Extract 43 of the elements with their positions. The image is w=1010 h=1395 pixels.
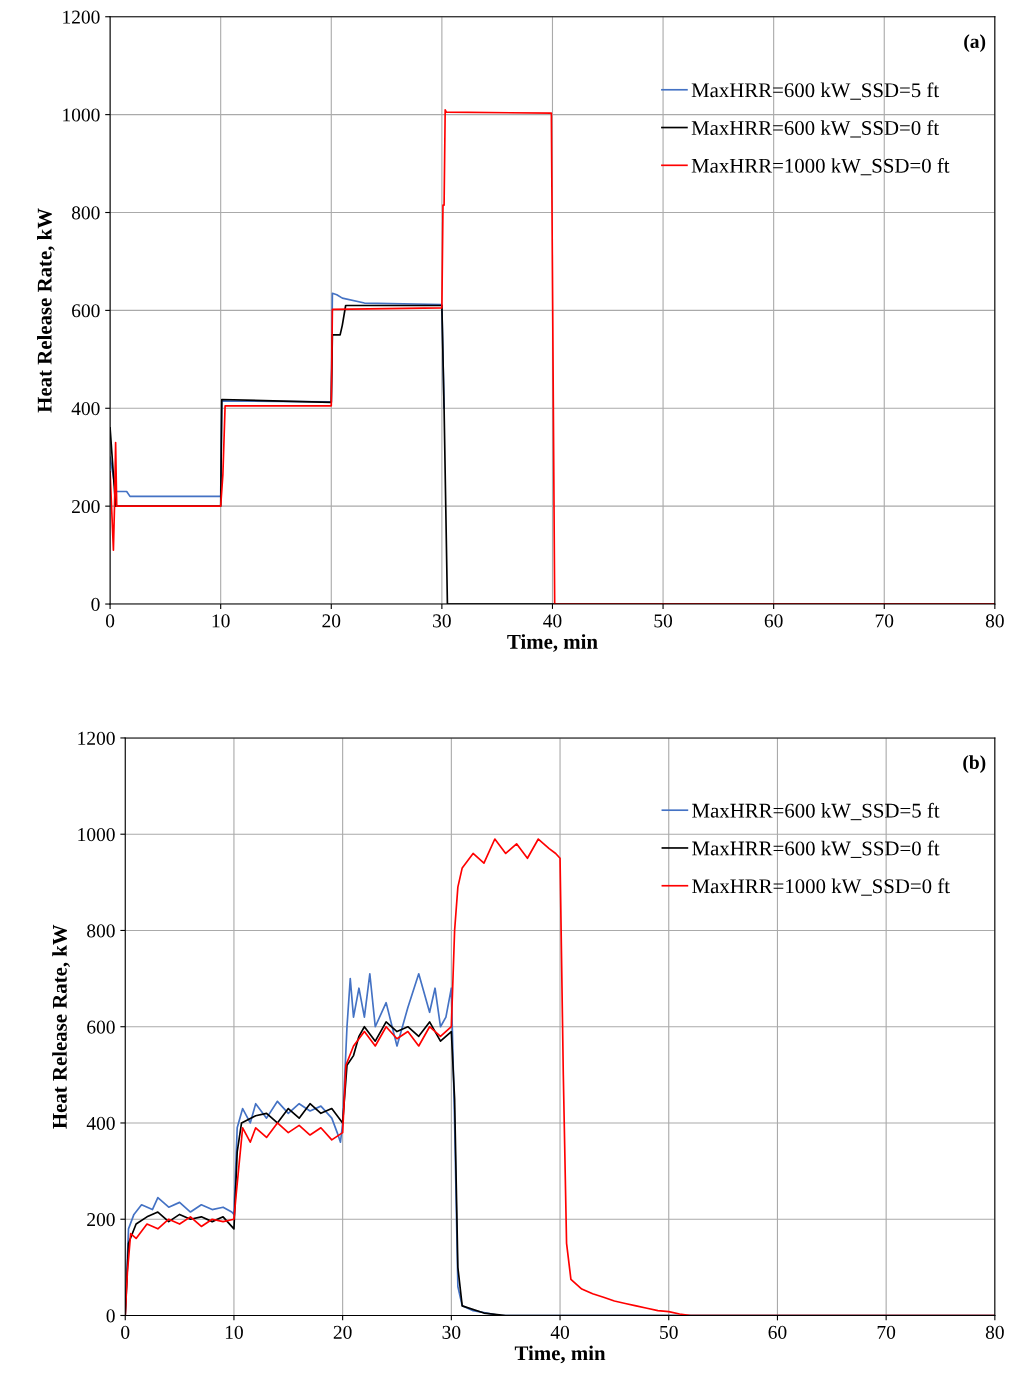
legend-label: MaxHRR=600 kW_SSD=5 ft (691, 82, 940, 100)
y-tick-label: 200 (87, 1213, 115, 1227)
y-tick-label: 0 (91, 597, 100, 611)
x-tick-label: 40 (550, 1325, 570, 1339)
y-tick-label: 1200 (63, 10, 100, 24)
x-tick-label: 70 (877, 1325, 896, 1339)
legend-label: MaxHRR=1000 kW_SSD=0 ft (691, 157, 950, 176)
y-tick-label: 400 (86, 1116, 115, 1130)
x-axis-title: Time, min (514, 1345, 606, 1364)
annotation: (a) (964, 34, 986, 52)
y-tick-label: 800 (71, 206, 100, 220)
x-tick-label: 60 (768, 1325, 787, 1339)
x-tick-label: 0 (121, 1325, 130, 1339)
legend-label: MaxHRR=600 kW_SSD=0 ft (692, 840, 940, 858)
y-tick-label: 200 (72, 499, 100, 514)
x-tick-label: 30 (442, 1325, 461, 1339)
x-tick-label: 40 (543, 614, 562, 628)
x-tick-label: 50 (660, 1325, 678, 1339)
y-tick-label: 0 (106, 1309, 115, 1323)
y-tick-label: 400 (71, 402, 100, 416)
x-tick-label: 80 (985, 614, 1004, 628)
y-tick-label: 800 (87, 924, 115, 938)
x-tick-label: 10 (212, 614, 230, 628)
x-tick-label: 70 (875, 614, 894, 628)
legend-label: MaxHRR=600 kW_SSD=0 ft (691, 120, 940, 138)
x-tick-label: 50 (654, 614, 673, 628)
x-tick-label: 30 (433, 614, 451, 628)
y-tick-label: 600 (87, 1020, 115, 1034)
x-axis-title: Time, min (507, 634, 598, 652)
x-tick-label: 10 (225, 1325, 243, 1339)
x-tick-label: 80 (985, 1325, 1004, 1339)
x-tick-label: 20 (333, 1325, 352, 1339)
y-tick-label: 1000 (63, 108, 100, 122)
legend-label: MaxHRR=1000 kW_SSD=0 ft (692, 878, 950, 896)
y-axis-title: Heat Release Rate, kW (52, 924, 70, 1129)
y-axis-title: Heat Release Rate, kW (37, 208, 55, 413)
y-tick-label: 600 (72, 304, 100, 318)
x-tick-label: 60 (764, 614, 783, 628)
y-tick-label: 1000 (78, 828, 115, 842)
x-tick-label: 20 (322, 614, 341, 628)
legend-label: MaxHRR=600 kW_SSD=5 ft (692, 802, 940, 821)
annotation: (b) (963, 755, 986, 773)
y-tick-label: 1200 (78, 731, 115, 745)
